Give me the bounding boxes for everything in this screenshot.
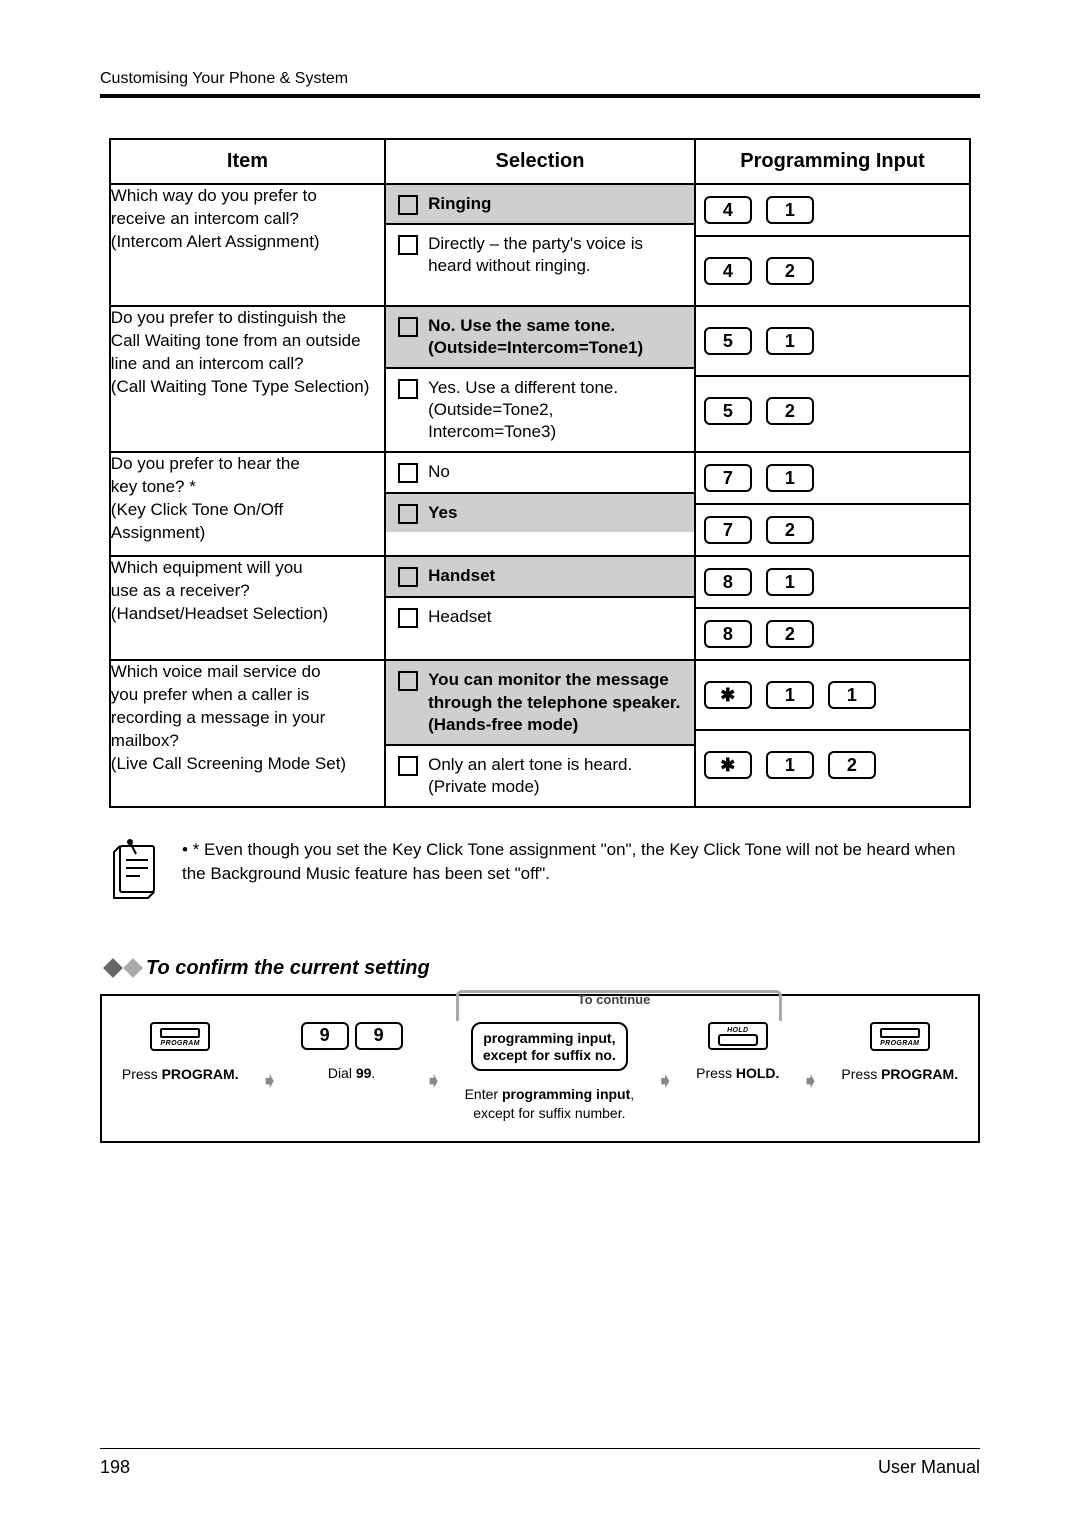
- note-text: • * Even though you set the Key Click To…: [182, 838, 970, 886]
- key-icon: ✱: [704, 751, 752, 779]
- selection-option: Headset: [386, 596, 694, 636]
- prog-cell: 7172: [695, 452, 970, 556]
- item-cell: Which equipment will youuse as a receive…: [110, 556, 385, 660]
- prog-input-row: 71: [696, 453, 969, 503]
- key-icon: 4: [704, 257, 752, 285]
- checkbox-icon: [398, 608, 418, 628]
- key-icon: 1: [766, 568, 814, 596]
- selection-option: Yes. Use a different tone.(Outside=Tone2…: [386, 367, 694, 451]
- prog-input-row: ✱ 11: [696, 661, 969, 729]
- header-rule: [100, 94, 980, 98]
- key-icon: 7: [704, 464, 752, 492]
- selection-cell: You can monitor the message through the …: [385, 660, 695, 806]
- key-icon: 2: [766, 257, 814, 285]
- key-icon: 4: [704, 196, 752, 224]
- key-icon: 1: [766, 751, 814, 779]
- arrow-icon: ➧: [801, 1068, 819, 1094]
- selection-option: You can monitor the message through the …: [386, 661, 694, 743]
- prog-input-row: 81: [696, 557, 969, 607]
- key-icon: 7: [704, 516, 752, 544]
- key-icon: 2: [828, 751, 876, 779]
- key-icon: 1: [766, 196, 814, 224]
- step-program-2: PROGRAM Press PROGRAM.: [841, 1022, 958, 1084]
- key-icon: 5: [704, 327, 752, 355]
- note-icon: [110, 838, 162, 907]
- checkbox-icon: [398, 756, 418, 776]
- prog-input-row: ✱ 12: [696, 729, 969, 799]
- th-item: Item: [110, 139, 385, 184]
- selection-cell: RingingDirectly – the party's voice is h…: [385, 184, 695, 306]
- key-icon: 2: [766, 620, 814, 648]
- key-icon: 2: [766, 516, 814, 544]
- diamond-icon: [103, 958, 123, 978]
- key-icon: 1: [766, 327, 814, 355]
- checkbox-icon: [398, 317, 418, 337]
- prog-input-row: 51: [696, 307, 969, 375]
- checkbox-icon: [398, 235, 418, 255]
- selection-option: No. Use the same tone.(Outside=Intercom=…: [386, 307, 694, 367]
- selection-cell: No. Use the same tone.(Outside=Intercom=…: [385, 306, 695, 452]
- prog-input-row: 72: [696, 503, 969, 555]
- prog-input-row: 42: [696, 235, 969, 305]
- key-icon: 8: [704, 620, 752, 648]
- prog-input-row: 52: [696, 375, 969, 445]
- key-icon: 2: [766, 397, 814, 425]
- arrow-icon: ➧: [424, 1068, 442, 1094]
- prog-cell: ✱11✱12: [695, 660, 970, 806]
- prog-cell: 5152: [695, 306, 970, 452]
- step-program-1: PROGRAM Press PROGRAM.: [122, 1022, 239, 1084]
- manual-label: User Manual: [878, 1457, 980, 1478]
- checkbox-icon: [398, 671, 418, 691]
- section-header: Customising Your Phone & System: [100, 70, 980, 88]
- arrow-icon: ➧: [260, 1068, 278, 1094]
- prog-cell: 4142: [695, 184, 970, 306]
- th-prog: Programming Input: [695, 139, 970, 184]
- selection-option: Only an alert tone is heard.(Private mod…: [386, 744, 694, 806]
- key-icon: 1: [766, 464, 814, 492]
- checkbox-icon: [398, 463, 418, 483]
- selection-option: Handset: [386, 557, 694, 595]
- item-cell: Which way do you prefer toreceive an int…: [110, 184, 385, 306]
- selection-cell: NoYes: [385, 452, 695, 556]
- key-icon: 1: [766, 681, 814, 709]
- key-icon: 8: [704, 568, 752, 596]
- prog-input-row: 82: [696, 607, 969, 659]
- flow-diagram: To continue PROGRAM Press PROGRAM. ➧ 9 9…: [100, 994, 980, 1143]
- checkbox-icon: [398, 504, 418, 524]
- checkbox-icon: [398, 379, 418, 399]
- prog-cell: 8182: [695, 556, 970, 660]
- item-cell: Do you prefer to distinguish theCall Wai…: [110, 306, 385, 452]
- step-dial-99: 9 9 Dial 99.: [301, 1022, 403, 1083]
- checkbox-icon: [398, 567, 418, 587]
- item-cell: Which voice mail service doyou prefer wh…: [110, 660, 385, 806]
- selection-option: Directly – the party's voice is heard wi…: [386, 223, 694, 285]
- key-icon: 5: [704, 397, 752, 425]
- selection-option: No: [386, 453, 694, 491]
- key-icon: 1: [828, 681, 876, 709]
- selection-option: Yes: [386, 492, 694, 532]
- diamond-icon: [123, 958, 143, 978]
- th-selection: Selection: [385, 139, 695, 184]
- step-prog-input: programming input, except for suffix no.…: [465, 1022, 635, 1123]
- continue-label: To continue: [578, 992, 651, 1007]
- item-cell: Do you prefer to hear thekey tone? *(Key…: [110, 452, 385, 556]
- page-number: 198: [100, 1457, 130, 1478]
- selection-cell: HandsetHeadset: [385, 556, 695, 660]
- key-icon: ✱: [704, 681, 752, 709]
- settings-table: Item Selection Programming Input Which w…: [109, 138, 971, 808]
- prog-input-row: 41: [696, 185, 969, 235]
- arrow-icon: ➧: [656, 1068, 674, 1094]
- checkbox-icon: [398, 195, 418, 215]
- step-hold: HOLD Press HOLD.: [696, 1022, 779, 1083]
- selection-option: Ringing: [386, 185, 694, 223]
- subheading: To confirm the current setting: [146, 957, 430, 980]
